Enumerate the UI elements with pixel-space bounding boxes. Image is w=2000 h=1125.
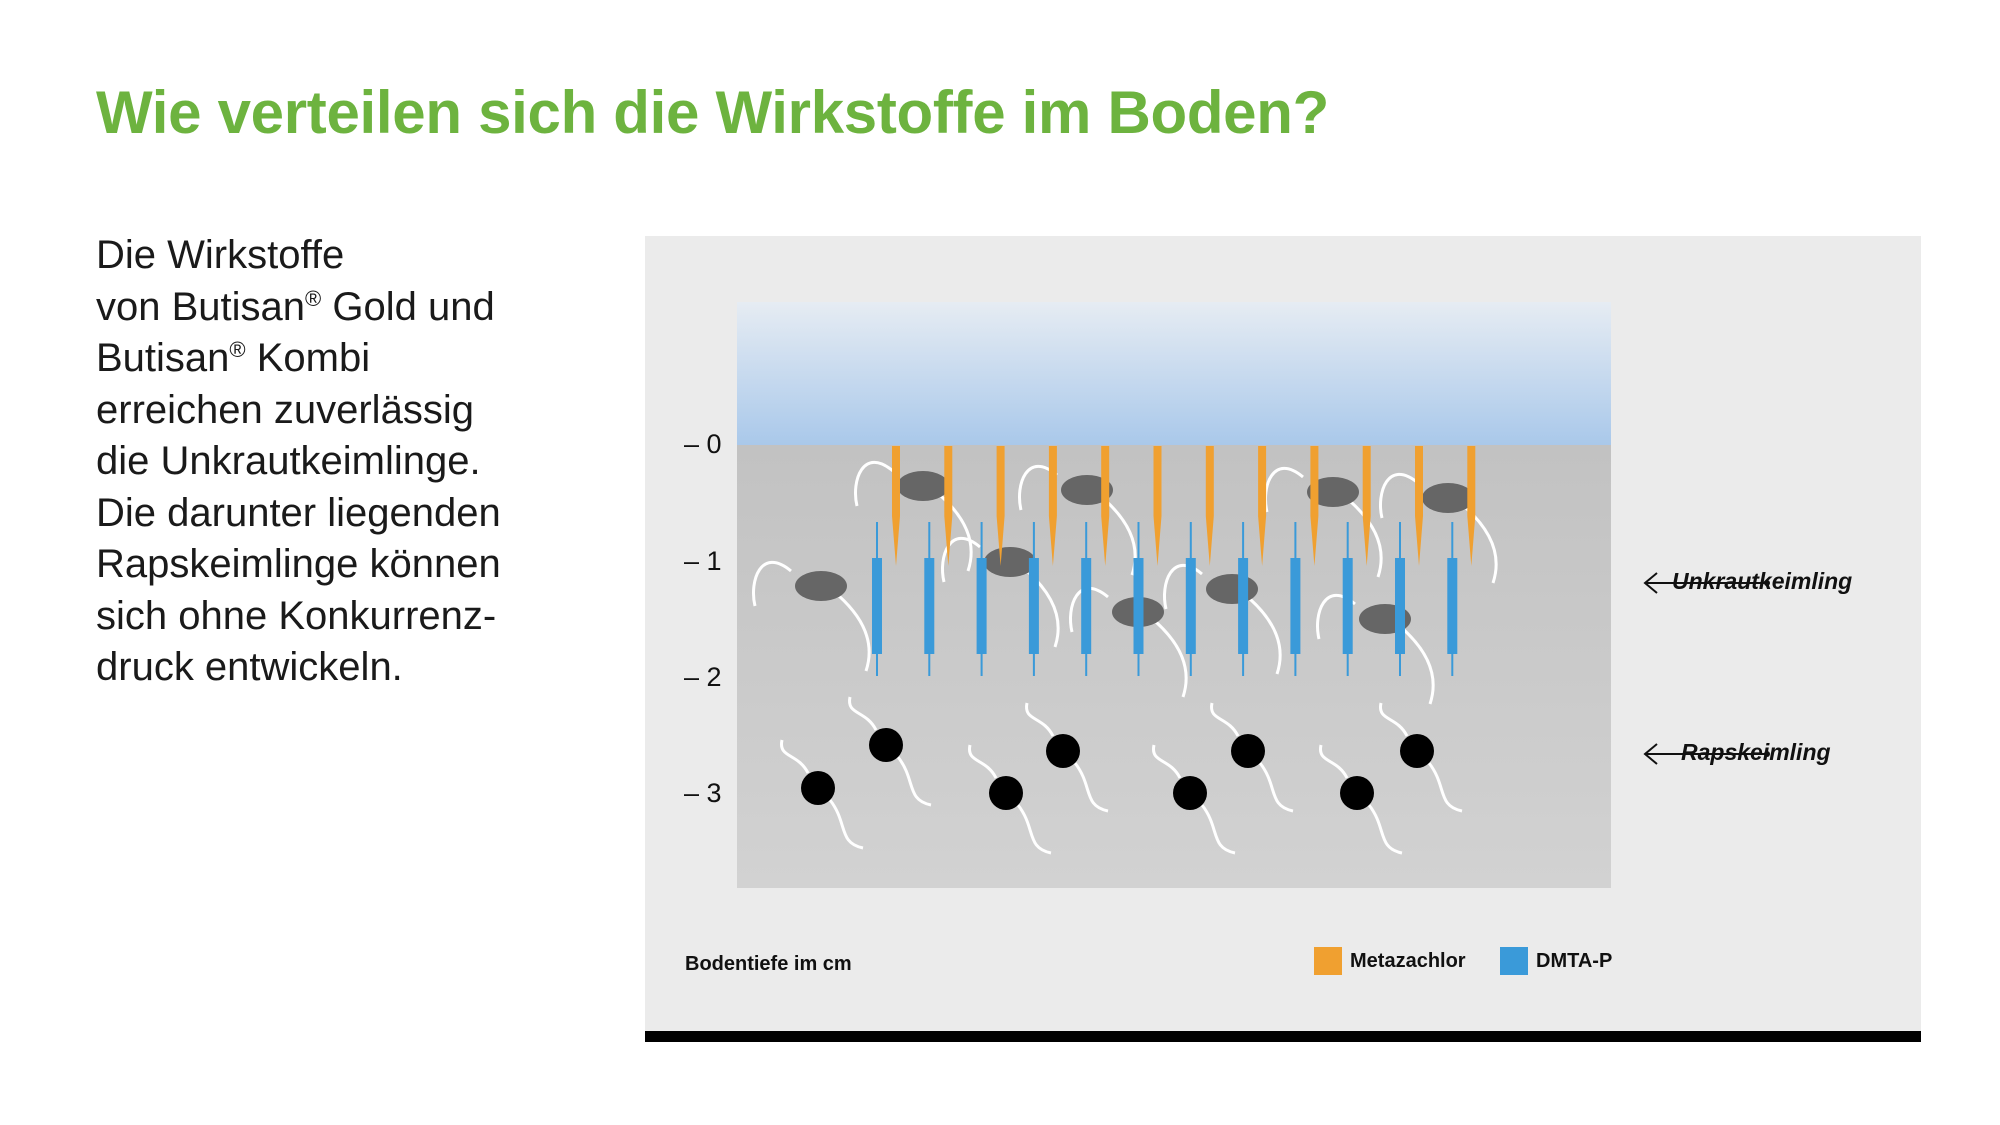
weed-pointer-arrowhead — [1643, 572, 1658, 594]
dmta-p-mark — [976, 522, 987, 676]
rape-seedling — [1210, 702, 1294, 813]
weed-seedling — [1264, 467, 1383, 578]
rape-seedlings — [780, 696, 1463, 855]
dmta-p-mark — [1447, 522, 1458, 676]
body-line: von Butisan® Gold und — [96, 284, 495, 329]
metazachlor-mark — [1415, 446, 1423, 566]
page-title: Wie verteilen sich die Wirkstoffe im Bod… — [96, 79, 1329, 146]
metazachlor-mark — [1362, 446, 1371, 566]
metazachlor-mark — [996, 446, 1005, 566]
dmta-p-mark — [1133, 522, 1144, 676]
weed-seedling — [752, 561, 871, 672]
legend-swatch-dmta-p — [1500, 947, 1528, 975]
depth-tick-3: – 3 — [684, 778, 722, 808]
rape-pointer-arrowhead — [1643, 743, 1658, 765]
dmta-p-mark — [1185, 522, 1196, 676]
body-line: sich ohne Konkurrenz- — [96, 593, 497, 638]
weed-seedlings — [752, 461, 1498, 705]
metazachlor-mark — [892, 446, 900, 566]
depth-tick-1: – 1 — [684, 546, 722, 576]
dmta-p-zone — [872, 522, 1458, 676]
soil-diagram: – 0 – 1 – 2 – 3 Unkrautkeimling Rapskeim… — [645, 236, 1921, 1042]
legend-label-metazachlor: Metazachlor — [1350, 949, 1466, 972]
metazachlor-zone — [892, 446, 1476, 566]
metazachlor-mark — [1101, 446, 1110, 566]
dmta-p-mark — [1028, 522, 1039, 676]
rape-seedling-label: Rapskeimling — [1681, 739, 1831, 765]
registered-mark: ® — [305, 285, 322, 311]
legend-metazachlor: Metazachlor — [1314, 947, 1466, 975]
depth-tick-2: – 2 — [684, 662, 722, 692]
dmta-p-mark — [1238, 522, 1249, 676]
metazachlor-mark — [1153, 446, 1162, 566]
legend-dmta-p: DMTA-P — [1500, 947, 1612, 975]
weed-seedling-label: Unkrautkeimling — [1672, 568, 1853, 594]
legend-label-dmta-p: DMTA-P — [1536, 949, 1613, 972]
body-line: druck entwickeln. — [96, 645, 403, 689]
metazachlor-mark — [1048, 446, 1057, 566]
rape-seedling — [968, 744, 1052, 855]
depth-axis-caption: Bodentiefe im cm — [685, 953, 852, 975]
rape-seedling — [1379, 702, 1463, 813]
soil-diagram-graphic — [737, 302, 1770, 888]
body-line: Die darunter liegenden — [96, 490, 501, 535]
dmta-p-mark — [1081, 522, 1092, 676]
body-text: Die Wirkstoffe von Butisan® Gold und But… — [96, 230, 616, 694]
dmta-p-mark — [1290, 522, 1301, 676]
body-line: Rapskeimlinge können — [96, 542, 501, 586]
registered-mark: ® — [229, 337, 246, 362]
metazachlor-mark — [1205, 446, 1214, 566]
metazachlor-mark — [944, 446, 953, 566]
soil-layer — [737, 445, 1611, 888]
metazachlor-mark — [1258, 446, 1267, 566]
body-line: Butisan® Kombi — [96, 336, 371, 380]
dmta-p-mark — [924, 522, 935, 676]
body-line: die Unkrautkeimlinge. — [96, 439, 481, 483]
dmta-p-mark — [1395, 522, 1405, 676]
rape-seedling — [848, 696, 932, 807]
metazachlor-mark — [1310, 446, 1319, 566]
depth-tick-0: – 0 — [684, 429, 722, 459]
dmta-p-mark — [872, 522, 882, 676]
air-layer — [737, 302, 1611, 446]
dmta-p-mark — [1342, 522, 1353, 676]
body-line: erreichen zuverlässig — [96, 387, 474, 432]
metazachlor-mark — [1467, 446, 1476, 566]
figure-bottom-rule — [645, 1031, 1921, 1042]
rape-seedling — [1319, 744, 1403, 855]
rape-seedling — [1025, 702, 1109, 813]
body-line: Die Wirkstoffe — [96, 233, 345, 277]
rape-seedling — [1152, 744, 1236, 855]
legend-swatch-metazachlor — [1314, 947, 1342, 975]
rape-seedling — [780, 739, 864, 850]
